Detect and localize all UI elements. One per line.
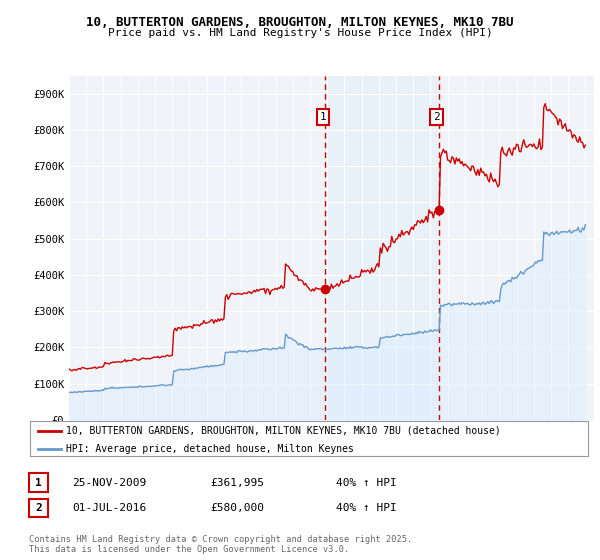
Text: 10, BUTTERTON GARDENS, BROUGHTON, MILTON KEYNES, MK10 7BU: 10, BUTTERTON GARDENS, BROUGHTON, MILTON…	[86, 16, 514, 29]
Text: 25-NOV-2009: 25-NOV-2009	[72, 478, 146, 488]
Text: 40% ↑ HPI: 40% ↑ HPI	[336, 503, 397, 513]
Text: £580,000: £580,000	[210, 503, 264, 513]
Text: 01-JUL-2016: 01-JUL-2016	[72, 503, 146, 513]
Text: HPI: Average price, detached house, Milton Keynes: HPI: Average price, detached house, Milt…	[66, 444, 354, 454]
Text: 1: 1	[320, 112, 326, 122]
Text: 1: 1	[35, 478, 42, 488]
Text: Contains HM Land Registry data © Crown copyright and database right 2025.
This d: Contains HM Land Registry data © Crown c…	[29, 535, 412, 554]
Bar	[325, 76, 439, 420]
Text: 40% ↑ HPI: 40% ↑ HPI	[336, 478, 397, 488]
Text: 2: 2	[433, 112, 440, 122]
Text: 10, BUTTERTON GARDENS, BROUGHTON, MILTON KEYNES, MK10 7BU (detached house): 10, BUTTERTON GARDENS, BROUGHTON, MILTON…	[66, 426, 501, 436]
Text: 2: 2	[35, 503, 42, 513]
Text: Price paid vs. HM Land Registry's House Price Index (HPI): Price paid vs. HM Land Registry's House …	[107, 28, 493, 38]
Text: £361,995: £361,995	[210, 478, 264, 488]
